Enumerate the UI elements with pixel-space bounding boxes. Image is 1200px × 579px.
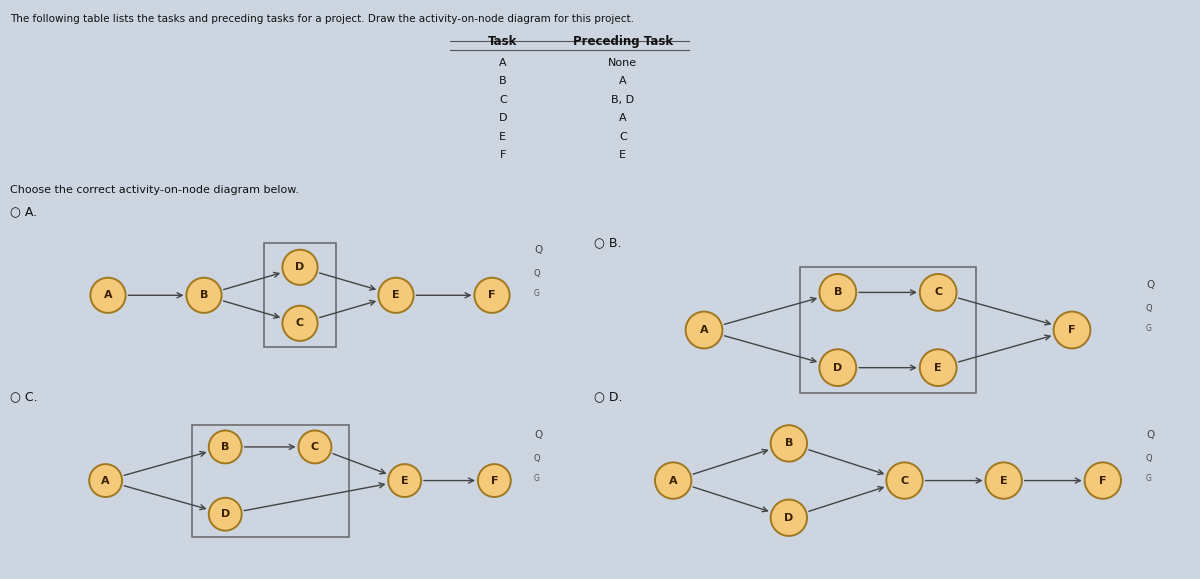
Text: A: A: [103, 290, 113, 301]
Circle shape: [89, 464, 122, 497]
Text: F: F: [491, 475, 498, 486]
Text: Preceding Task: Preceding Task: [572, 35, 673, 47]
Text: B: B: [785, 438, 793, 448]
Text: C: C: [900, 475, 908, 486]
Circle shape: [299, 430, 331, 463]
Text: A: A: [619, 76, 626, 86]
Circle shape: [389, 464, 421, 497]
Text: C: C: [311, 442, 319, 452]
Text: B, D: B, D: [611, 94, 635, 105]
Text: C: C: [499, 94, 506, 105]
Circle shape: [378, 278, 414, 313]
Text: A: A: [101, 475, 110, 486]
Text: ○ A.: ○ A.: [10, 205, 37, 218]
Text: F: F: [499, 150, 506, 160]
Text: D: D: [295, 262, 305, 272]
Text: D: D: [221, 509, 230, 519]
Text: Q: Q: [534, 245, 542, 255]
Text: B: B: [221, 442, 229, 452]
Text: D: D: [498, 113, 508, 123]
Circle shape: [770, 500, 808, 536]
Text: G: G: [534, 474, 540, 483]
Bar: [264, 243, 336, 347]
Text: B: B: [834, 287, 842, 298]
Circle shape: [478, 464, 511, 497]
Text: F: F: [1068, 325, 1075, 335]
Circle shape: [209, 430, 241, 463]
Text: A: A: [619, 113, 626, 123]
Circle shape: [685, 312, 722, 349]
Text: Q: Q: [534, 430, 542, 441]
Text: Choose the correct activity-on-node diagram below.: Choose the correct activity-on-node diag…: [10, 185, 299, 195]
Bar: [192, 424, 348, 537]
Text: D: D: [785, 513, 793, 523]
Text: E: E: [392, 290, 400, 301]
Text: E: E: [935, 362, 942, 373]
Text: G: G: [1146, 474, 1152, 483]
Text: G: G: [1146, 324, 1152, 333]
Text: Q: Q: [1146, 430, 1154, 441]
Text: ○ D.: ○ D.: [594, 390, 623, 403]
Circle shape: [474, 278, 510, 313]
Text: G: G: [534, 289, 540, 298]
Text: E: E: [401, 475, 408, 486]
Text: F: F: [1099, 475, 1106, 486]
Circle shape: [887, 463, 923, 499]
Circle shape: [209, 498, 241, 531]
Text: The following table lists the tasks and preceding tasks for a project. Draw the : The following table lists the tasks and …: [10, 14, 634, 24]
Bar: [800, 267, 976, 393]
Text: A: A: [700, 325, 708, 335]
Circle shape: [820, 349, 857, 386]
Text: Q: Q: [1146, 454, 1153, 463]
Text: Q: Q: [534, 269, 541, 278]
Circle shape: [1054, 312, 1091, 349]
Text: A: A: [499, 58, 506, 68]
Text: E: E: [1000, 475, 1008, 486]
Text: C: C: [934, 287, 942, 298]
Text: E: E: [499, 131, 506, 141]
Circle shape: [770, 425, 808, 461]
Text: ○ B.: ○ B.: [594, 237, 622, 250]
Circle shape: [186, 278, 222, 313]
Text: Q: Q: [534, 454, 541, 463]
Text: Q: Q: [1146, 303, 1153, 313]
Text: B: B: [499, 76, 506, 86]
Text: F: F: [488, 290, 496, 301]
Circle shape: [985, 463, 1022, 499]
Text: E: E: [619, 150, 626, 160]
Circle shape: [282, 250, 318, 285]
Circle shape: [282, 306, 318, 341]
Text: None: None: [608, 58, 637, 68]
Circle shape: [820, 274, 857, 311]
Circle shape: [655, 463, 691, 499]
Text: ○ C.: ○ C.: [10, 390, 37, 403]
Text: C: C: [296, 318, 304, 328]
Circle shape: [919, 349, 956, 386]
Text: A: A: [668, 475, 678, 486]
Text: D: D: [833, 362, 842, 373]
Text: C: C: [619, 131, 626, 141]
Circle shape: [919, 274, 956, 311]
Text: B: B: [200, 290, 208, 301]
Text: Task: Task: [488, 35, 517, 47]
Text: Q: Q: [1146, 280, 1154, 290]
Circle shape: [1085, 463, 1121, 499]
Circle shape: [90, 278, 126, 313]
